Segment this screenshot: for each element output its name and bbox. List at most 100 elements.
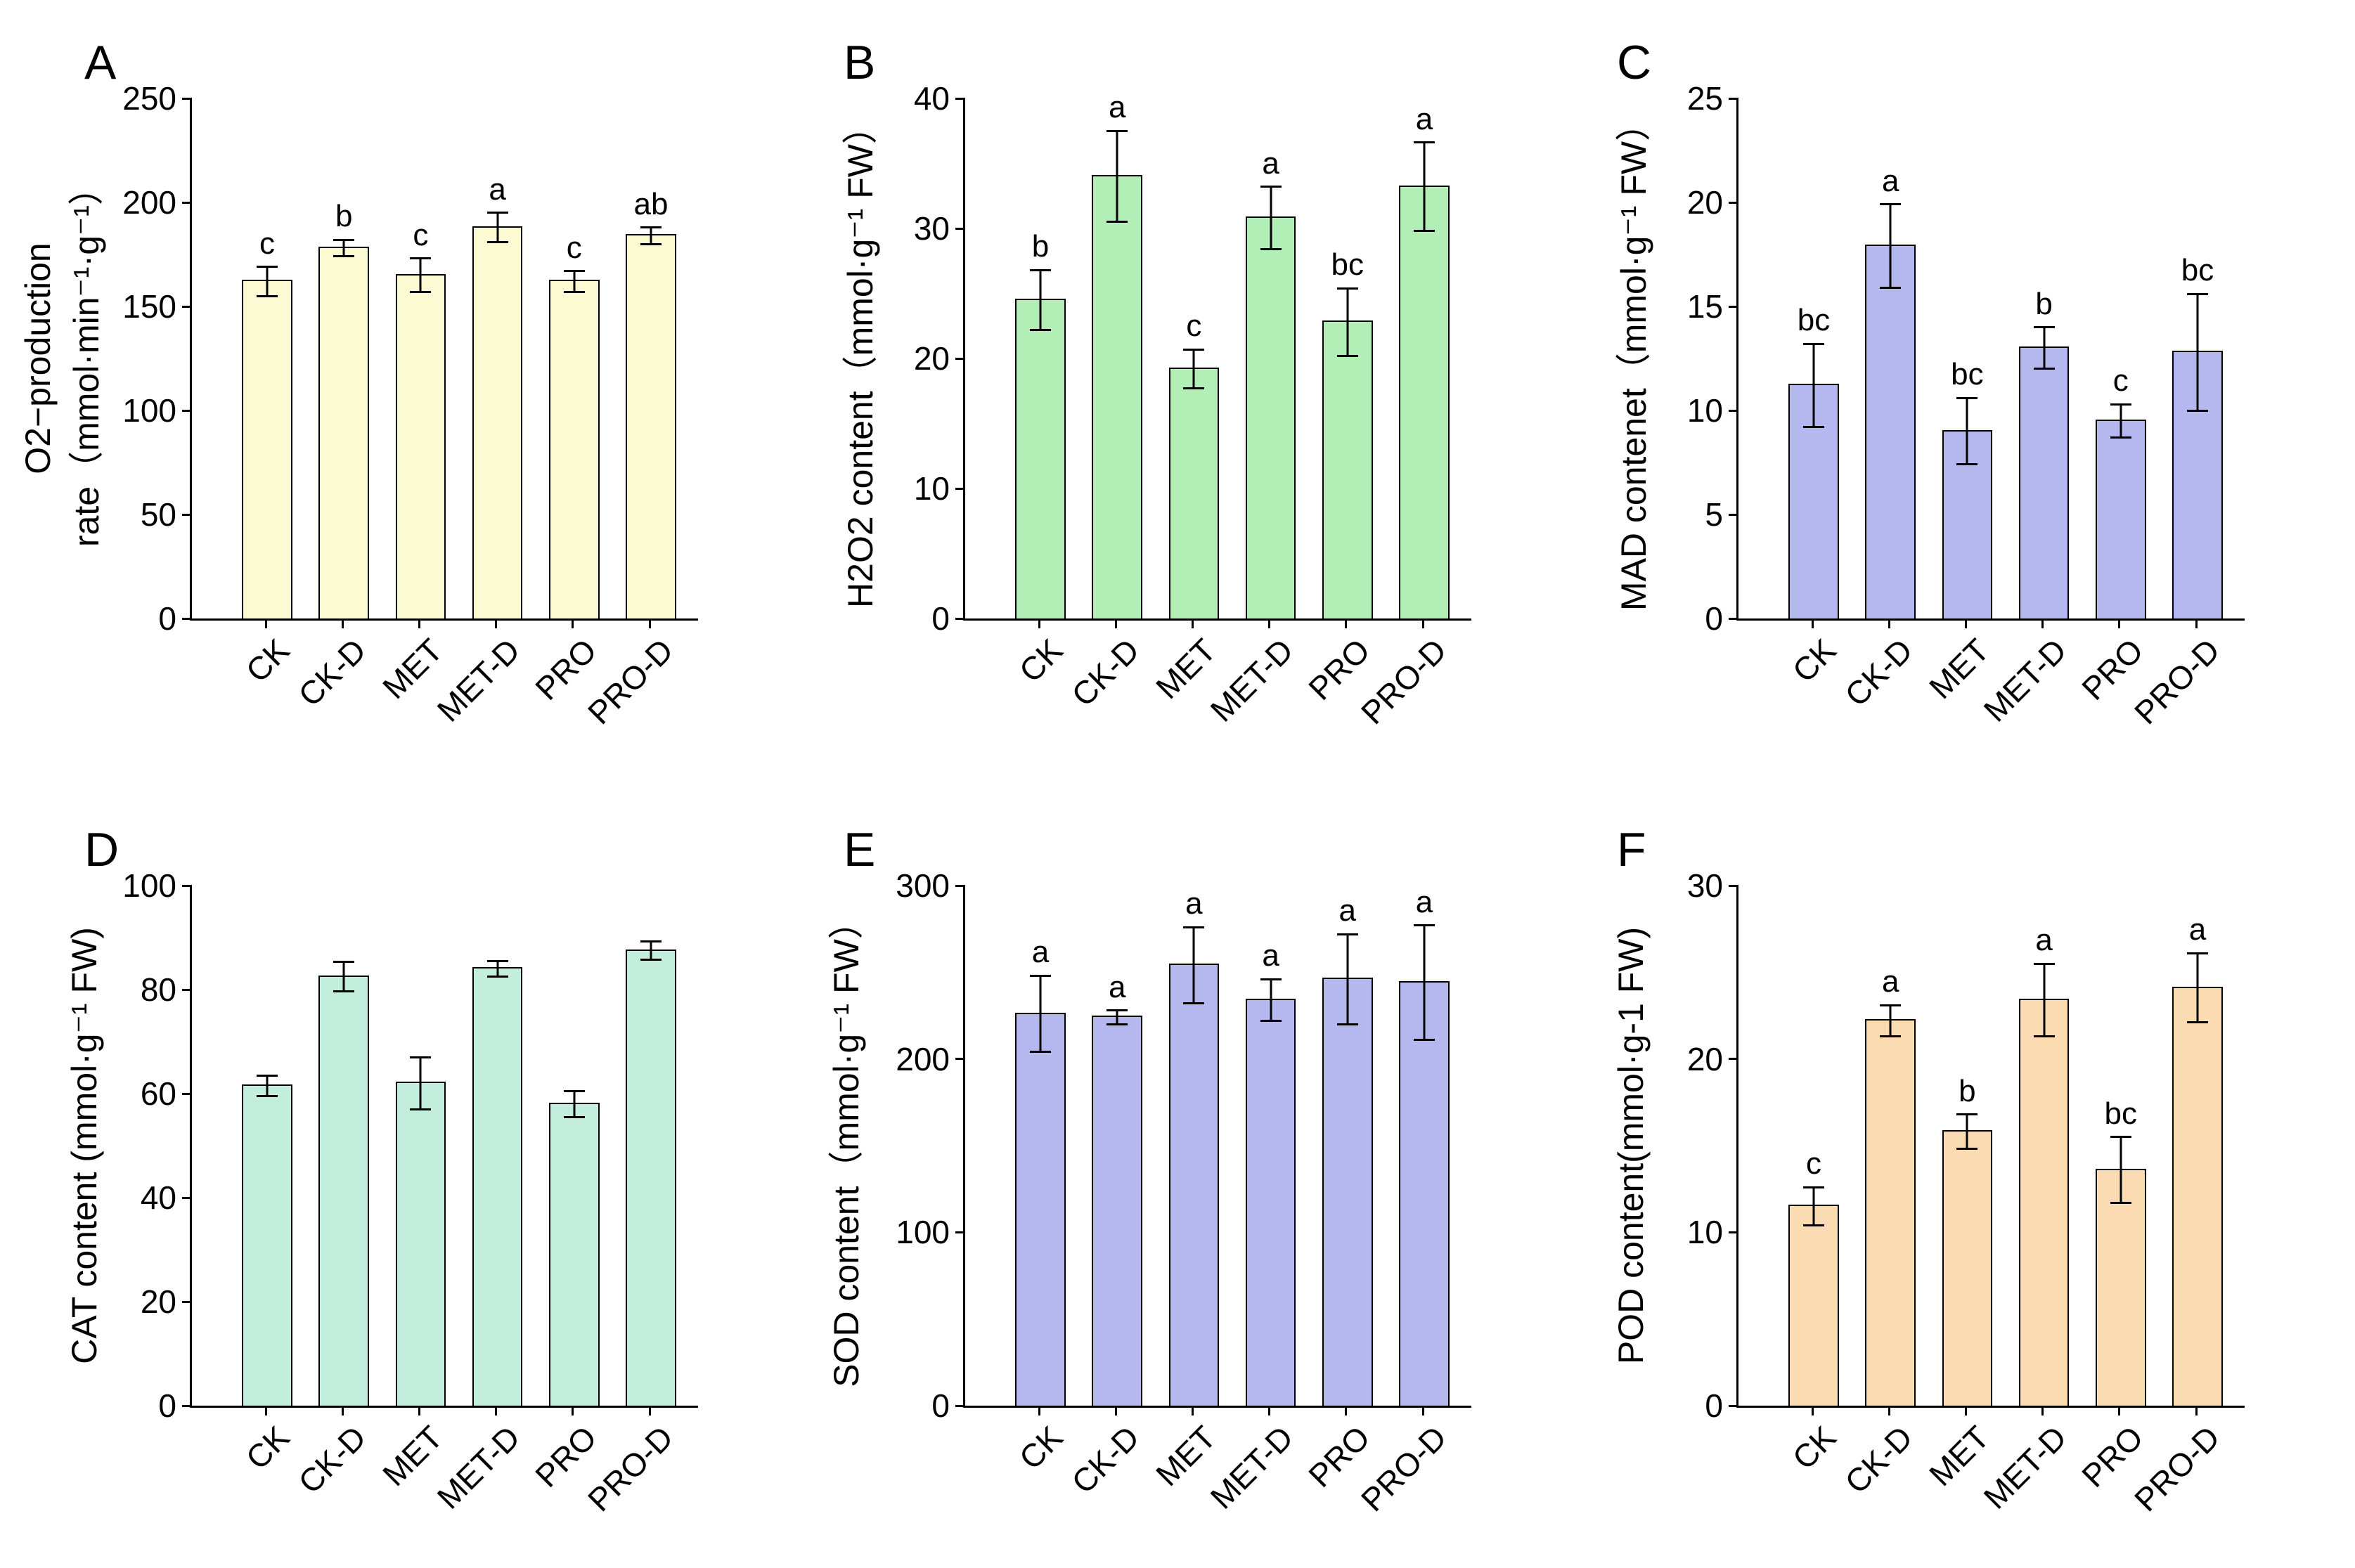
bar-D-MET [396, 1082, 446, 1406]
panel-letter-C: C [1617, 35, 1651, 90]
sig-label: a [489, 172, 505, 207]
x-tick-label: CK [1785, 631, 1843, 689]
x-tick [649, 1406, 651, 1415]
error-bar [343, 962, 345, 991]
x-tick-label: CK [1012, 631, 1070, 689]
x-tick [1888, 1406, 1890, 1415]
sig-label: c [259, 226, 275, 261]
y-tick-label: 20 [1687, 183, 1723, 221]
error-cap [564, 291, 585, 293]
error-bar [343, 240, 345, 257]
x-tick-label: MET-D [1202, 631, 1300, 729]
bar-E-CK-D: a [1092, 1016, 1142, 1406]
y-tick-label: 0 [1705, 1387, 1723, 1425]
bar-C-MET-D: b [2019, 346, 2070, 618]
error-cap [1260, 186, 1282, 188]
error-cap [1260, 1020, 1282, 1022]
error-cap [1337, 355, 1358, 357]
error-cap [2034, 368, 2055, 370]
x-tick-label: CK [1785, 1418, 1843, 1477]
x-tick [1888, 618, 1890, 628]
error-cap [2110, 1136, 2131, 1138]
y-tick [1729, 98, 1738, 100]
plot-area-B: 010203040bCKaCK-DcMETaMET-DbcPROaPRO-D [963, 98, 1471, 621]
x-tick-label: PRO-D [580, 1418, 680, 1519]
bar-A-MET-D: a [472, 226, 523, 618]
error-cap [257, 266, 278, 268]
bar-F-PRO-D: a [2172, 987, 2223, 1406]
sig-label: b [2035, 287, 2052, 322]
x-tick [1192, 1406, 1194, 1415]
error-cap [640, 940, 662, 942]
plot-area-F: 0102030cCKaCK-DbMETaMET-DbcPROaPRO-D [1736, 886, 2245, 1408]
x-tick-label: CK [238, 1418, 297, 1477]
bar-F-MET: b [1942, 1130, 1993, 1406]
y-tick-label: 50 [141, 495, 176, 533]
error-bar [2120, 404, 2122, 437]
x-tick-label: CK [1012, 1418, 1070, 1477]
x-tick-label: PRO-D [2127, 1418, 2227, 1519]
y-tick-label: 60 [141, 1075, 176, 1113]
y-tick-label: 250 [122, 79, 176, 117]
error-cap [410, 257, 431, 259]
error-cap [564, 1090, 585, 1092]
y-tick-label: 5 [1705, 495, 1723, 533]
error-bar [1423, 143, 1425, 231]
sig-label: a [2035, 923, 2052, 958]
y-tick [955, 488, 965, 490]
y-tick-label: 100 [122, 391, 176, 429]
error-cap [1803, 343, 1824, 345]
bar-B-PRO: bc [1322, 320, 1373, 618]
x-tick-label: MET-D [429, 631, 527, 729]
x-tick [1965, 1406, 1967, 1415]
error-cap [2034, 963, 2055, 965]
x-tick-label: CK-D [1838, 631, 1921, 714]
bar-A-PRO: c [549, 280, 600, 618]
y-tick-label: 100 [896, 1213, 950, 1251]
y-tick [1729, 306, 1738, 308]
bar-C-CK-D: a [1865, 245, 1916, 618]
y-tick-label: 0 [1705, 600, 1723, 637]
bar-A-CK-D: b [318, 247, 369, 618]
bar-D-PRO [549, 1103, 600, 1406]
error-bar [573, 1091, 575, 1117]
x-tick-label: CK [238, 631, 297, 689]
panel-letter-B: B [844, 35, 875, 90]
bar-B-PRO-D: a [1399, 186, 1450, 618]
y-tick [182, 1301, 192, 1303]
error-cap [1337, 933, 1358, 935]
sig-label: a [2189, 912, 2206, 947]
error-cap [640, 243, 662, 245]
x-tick [1268, 618, 1270, 628]
error-cap [487, 976, 508, 978]
bar-E-MET: a [1169, 964, 1220, 1406]
x-tick [495, 1406, 497, 1415]
y-tick-label: 40 [141, 1179, 176, 1217]
error-cap [333, 990, 354, 992]
plot-area-D: 020406080100CKCK-DMETMET-DPROPRO-D [190, 886, 698, 1408]
bar-A-PRO-D: ab [626, 234, 676, 618]
error-cap [1030, 269, 1051, 271]
bar-D-PRO-D [626, 950, 676, 1406]
error-cap [564, 1116, 585, 1118]
error-cap [1414, 141, 1435, 143]
error-bar [1890, 205, 1892, 287]
error-bar [2196, 294, 2198, 410]
error-cap [1880, 1035, 1901, 1037]
x-tick-label: PRO-D [580, 631, 680, 732]
plot-area-E: 0100200300aCKaCK-DaMETaMET-DaPROaPRO-D [963, 886, 1471, 1408]
x-tick [1812, 1406, 1814, 1415]
error-cap [1106, 221, 1128, 223]
x-tick [418, 1406, 420, 1415]
error-cap [1030, 1051, 1051, 1053]
panel-letter-F: F [1617, 822, 1646, 877]
x-tick [1965, 618, 1967, 628]
panel-letter-A: A [84, 35, 116, 90]
y-tick-label: 15 [1687, 287, 1723, 325]
error-bar [266, 1075, 268, 1096]
sig-label: bc [2105, 1096, 2137, 1132]
error-cap [1260, 248, 1282, 250]
error-cap [1183, 926, 1204, 928]
x-tick-label: MET-D [1975, 1418, 2073, 1516]
bar-E-PRO-D: a [1399, 981, 1450, 1406]
